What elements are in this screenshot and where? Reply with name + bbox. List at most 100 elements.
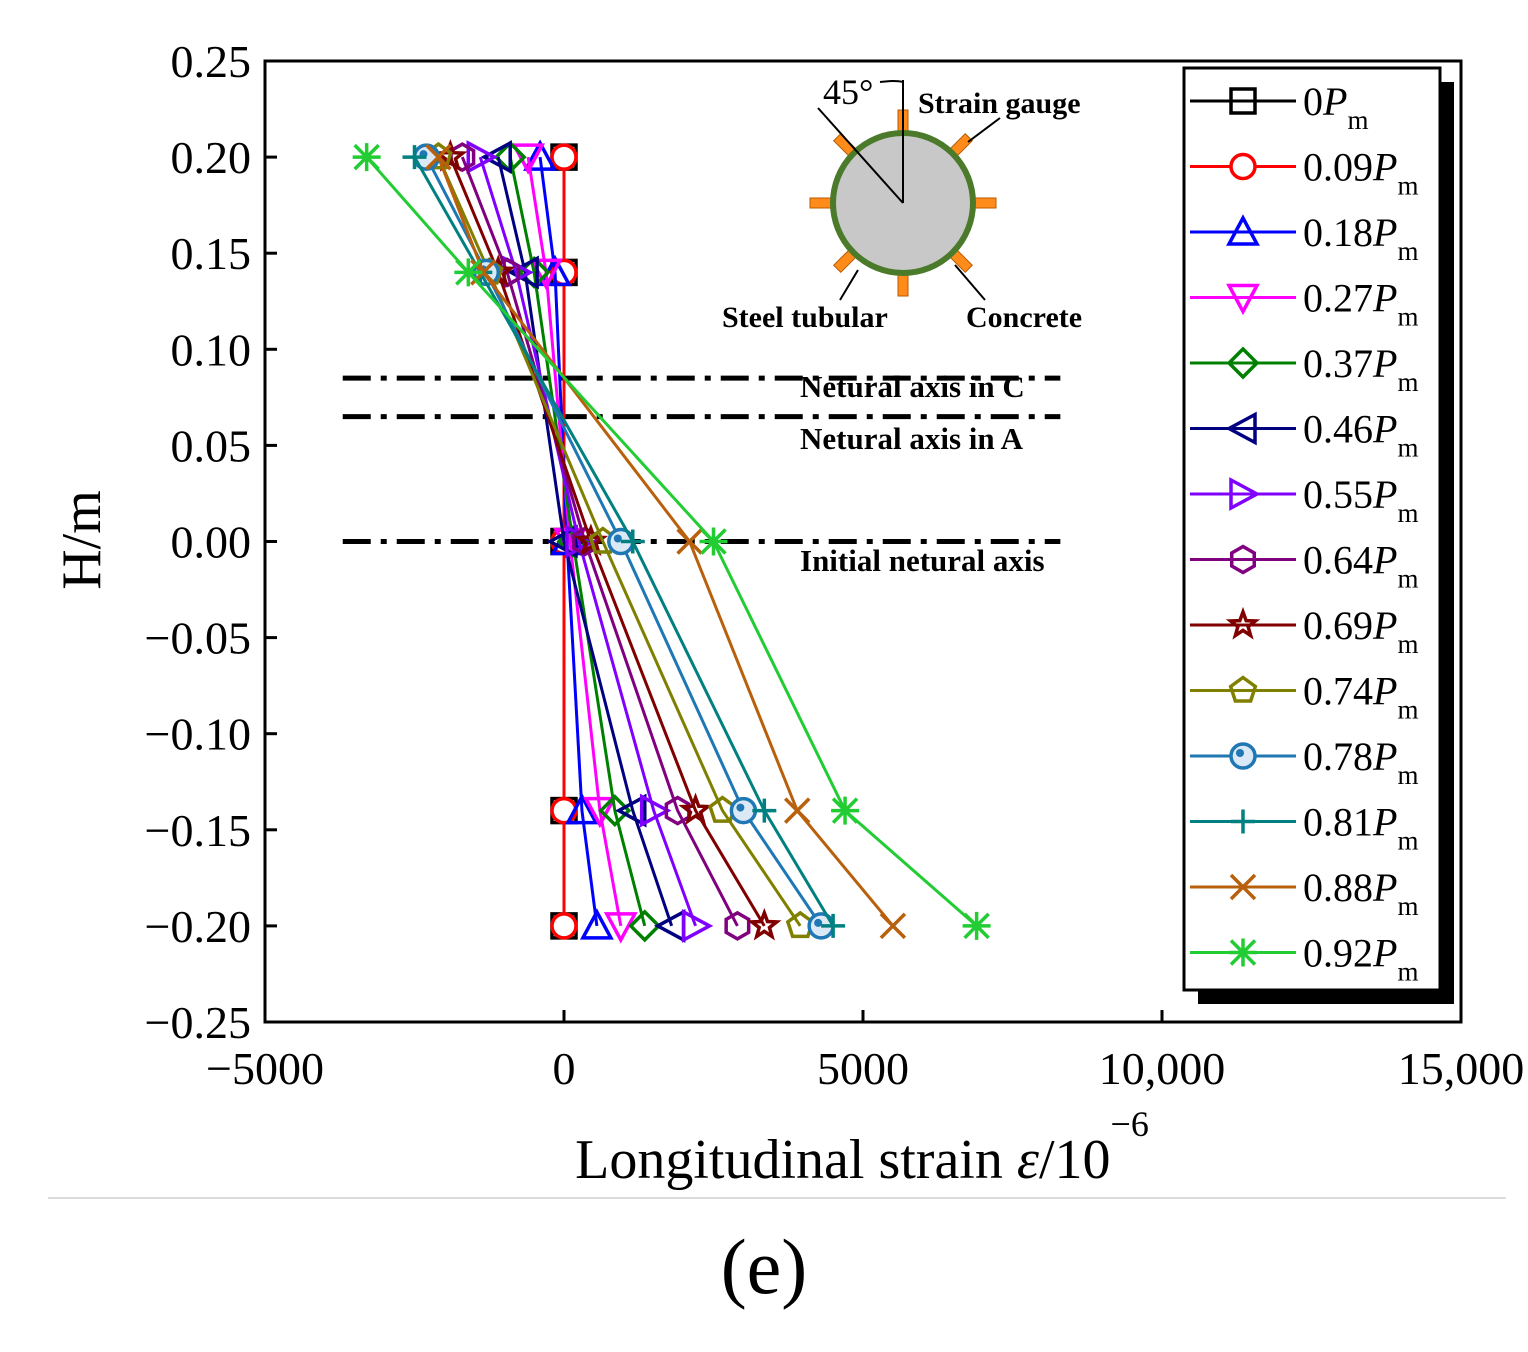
angle-ref-line — [817, 107, 904, 204]
data-marker — [678, 792, 713, 826]
x-axis-label: Longitudinal strain ε/10−6 — [575, 1104, 1149, 1191]
legend-label: 0.78Pm — [1303, 734, 1418, 790]
strain-gauge — [897, 273, 909, 297]
data-marker — [603, 912, 638, 944]
y-tick-label: −0.20 — [145, 901, 251, 952]
strain-gauge-label: Strain gauge — [918, 87, 1081, 120]
data-marker-dot — [814, 918, 823, 927]
strain-gauge — [973, 197, 997, 209]
data-marker — [1225, 606, 1261, 640]
data-marker — [454, 258, 483, 287]
data-marker — [724, 910, 751, 941]
data-marker — [550, 796, 578, 825]
data-marker — [1229, 544, 1257, 575]
data-marker — [1229, 742, 1257, 770]
data-marker — [1229, 938, 1257, 967]
data-marker — [628, 909, 662, 943]
reference-line-label: Initial netural axis — [800, 543, 1045, 578]
legend-label: 0.92Pm — [1303, 931, 1418, 987]
y-tick-label: 0.25 — [171, 36, 252, 87]
legend-label: 0.64Pm — [1303, 538, 1418, 594]
y-tick-label: −0.15 — [145, 805, 251, 856]
legend-entry: 0.37Pm — [1190, 341, 1418, 397]
y-tick-label: −0.05 — [145, 613, 251, 664]
data-marker — [550, 143, 578, 171]
legend-entry: 0.92Pm — [1190, 931, 1418, 987]
y-axis: 0.25 0.20 0.15 0.10 0.05 0.00 −0.05 −0.10 −0.15 −… — [145, 36, 277, 1048]
data-marker — [1229, 477, 1261, 511]
reference-line-label: Netural axis in C — [800, 369, 1025, 404]
divider — [48, 1197, 1506, 1199]
data-marker — [962, 911, 991, 940]
data-marker — [1226, 214, 1260, 246]
legend-entry: 0.09Pm — [1190, 145, 1418, 201]
data-marker — [729, 796, 758, 825]
y-tick-label: −0.25 — [145, 997, 251, 1048]
legend-label: 0.74Pm — [1303, 669, 1418, 725]
data-marker — [664, 795, 691, 826]
legend-entry: 0.69Pm — [1190, 603, 1418, 659]
legend-label: 0.09Pm — [1303, 145, 1418, 201]
series-0.92 — [352, 143, 991, 940]
legend-entry: 0.78Pm — [1190, 734, 1418, 790]
legend-entry: 0.46Pm — [1190, 407, 1418, 463]
legend-label: 0.81Pm — [1303, 800, 1418, 856]
y-tick-label: −0.10 — [145, 709, 251, 760]
reference-line-label: Netural axis in A — [800, 421, 1024, 456]
series-line — [437, 156, 802, 927]
legend-label: 0.37Pm — [1303, 341, 1418, 397]
legend-entry: 0.55Pm — [1190, 472, 1418, 528]
legend-entry: 0.18Pm — [1190, 210, 1418, 266]
strain-gauges — [809, 109, 997, 297]
legend-entry: 0Pm — [1190, 79, 1368, 135]
data-marker — [523, 139, 558, 171]
data-marker — [1229, 87, 1257, 115]
legend-entry: 0.88Pm — [1190, 865, 1418, 921]
legend: 0Pm 0.09Pm 0.18Pm 0.27Pm 0.37Pm 0.46Pm 0.55Pm 0… — [1190, 79, 1418, 987]
legend-box — [1182, 66, 1442, 992]
legend-label: 0.46Pm — [1303, 407, 1418, 463]
angle-label: 45° — [823, 72, 873, 112]
data-marker — [480, 140, 512, 175]
x-tick-label: 0 — [553, 1043, 576, 1094]
y-tick-label: 0.20 — [171, 132, 252, 183]
data-marker-dot — [1236, 749, 1244, 757]
y-tick-label: 0.10 — [171, 324, 252, 375]
data-marker — [565, 792, 599, 825]
concrete-pointer — [954, 264, 986, 301]
data-marker — [1228, 675, 1258, 703]
angle-arc — [879, 80, 904, 83]
legend-label: 0.69Pm — [1303, 603, 1418, 659]
y-tick-label: 0.15 — [171, 228, 252, 279]
figure-caption: (e) — [720, 1223, 808, 1310]
data-marker — [879, 912, 907, 940]
legend-label: 0.88Pm — [1303, 865, 1418, 921]
series-line — [526, 156, 623, 927]
x-tick-label: 5000 — [817, 1043, 909, 1094]
data-marker — [699, 527, 728, 556]
concrete-label: Concrete — [966, 301, 1082, 334]
x-tick-label: −5000 — [206, 1043, 324, 1094]
x-tick-label: 10,000 — [1099, 1043, 1226, 1094]
data-marker — [620, 529, 645, 554]
data-series — [352, 139, 991, 944]
y-axis-label: H/m — [51, 490, 113, 590]
data-marker-dot — [736, 803, 745, 812]
legend-label: 0.18Pm — [1303, 210, 1418, 266]
y-tick-label: 0.05 — [171, 420, 252, 471]
steel-tubular-label: Steel tubular — [722, 301, 888, 334]
data-marker — [507, 255, 539, 290]
data-marker — [783, 797, 811, 824]
data-marker — [831, 796, 860, 825]
x-tick-label: 15,000 — [1398, 1043, 1525, 1094]
data-marker — [1225, 411, 1257, 446]
data-marker-dot — [613, 534, 622, 543]
data-marker — [466, 140, 498, 175]
legend-label: 0.55Pm — [1303, 472, 1418, 528]
data-marker — [615, 793, 647, 828]
data-marker — [752, 798, 777, 823]
data-marker — [402, 145, 427, 170]
legend-entry: 0.81Pm — [1190, 800, 1418, 856]
data-marker — [747, 907, 782, 941]
data-marker — [639, 793, 672, 828]
